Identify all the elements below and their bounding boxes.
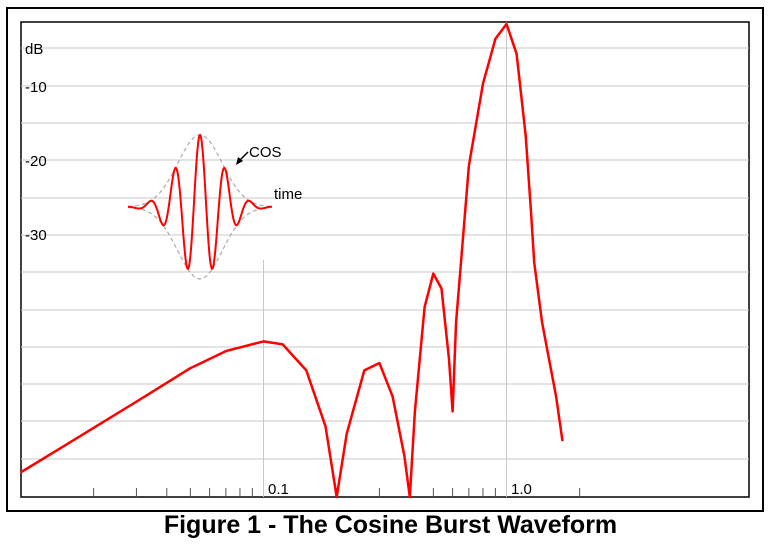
cosine-burst-inset: COS time (128, 133, 302, 280)
y-tick-label-minus-30: -30 (25, 227, 47, 244)
plot-area (20, 21, 750, 498)
spectrum-chart: dB -10 -20 -30 0.1 1.0 COS time (6, 7, 764, 512)
x-tick-label-0-1: 0.1 (268, 481, 289, 498)
inset-cos-arrowhead (236, 157, 243, 165)
inset-time-label: time (274, 186, 302, 203)
inset-burst-waveform (128, 133, 272, 271)
y-tick-label-minus-20: -20 (25, 153, 47, 170)
spectrum-curve (19, 22, 564, 499)
y-tick-label-minus-10: -10 (25, 79, 47, 96)
vertical-gridlines (263, 22, 507, 497)
horizontal-gridlines (21, 47, 749, 460)
y-axis-unit-label: dB (25, 41, 43, 58)
inset-envelope-bottom (128, 206, 272, 280)
x-tick-label-1-0: 1.0 (511, 481, 532, 498)
figure-caption: Figure 1 - The Cosine Burst Waveform (163, 511, 618, 539)
inset-cos-label: COS (249, 144, 282, 161)
